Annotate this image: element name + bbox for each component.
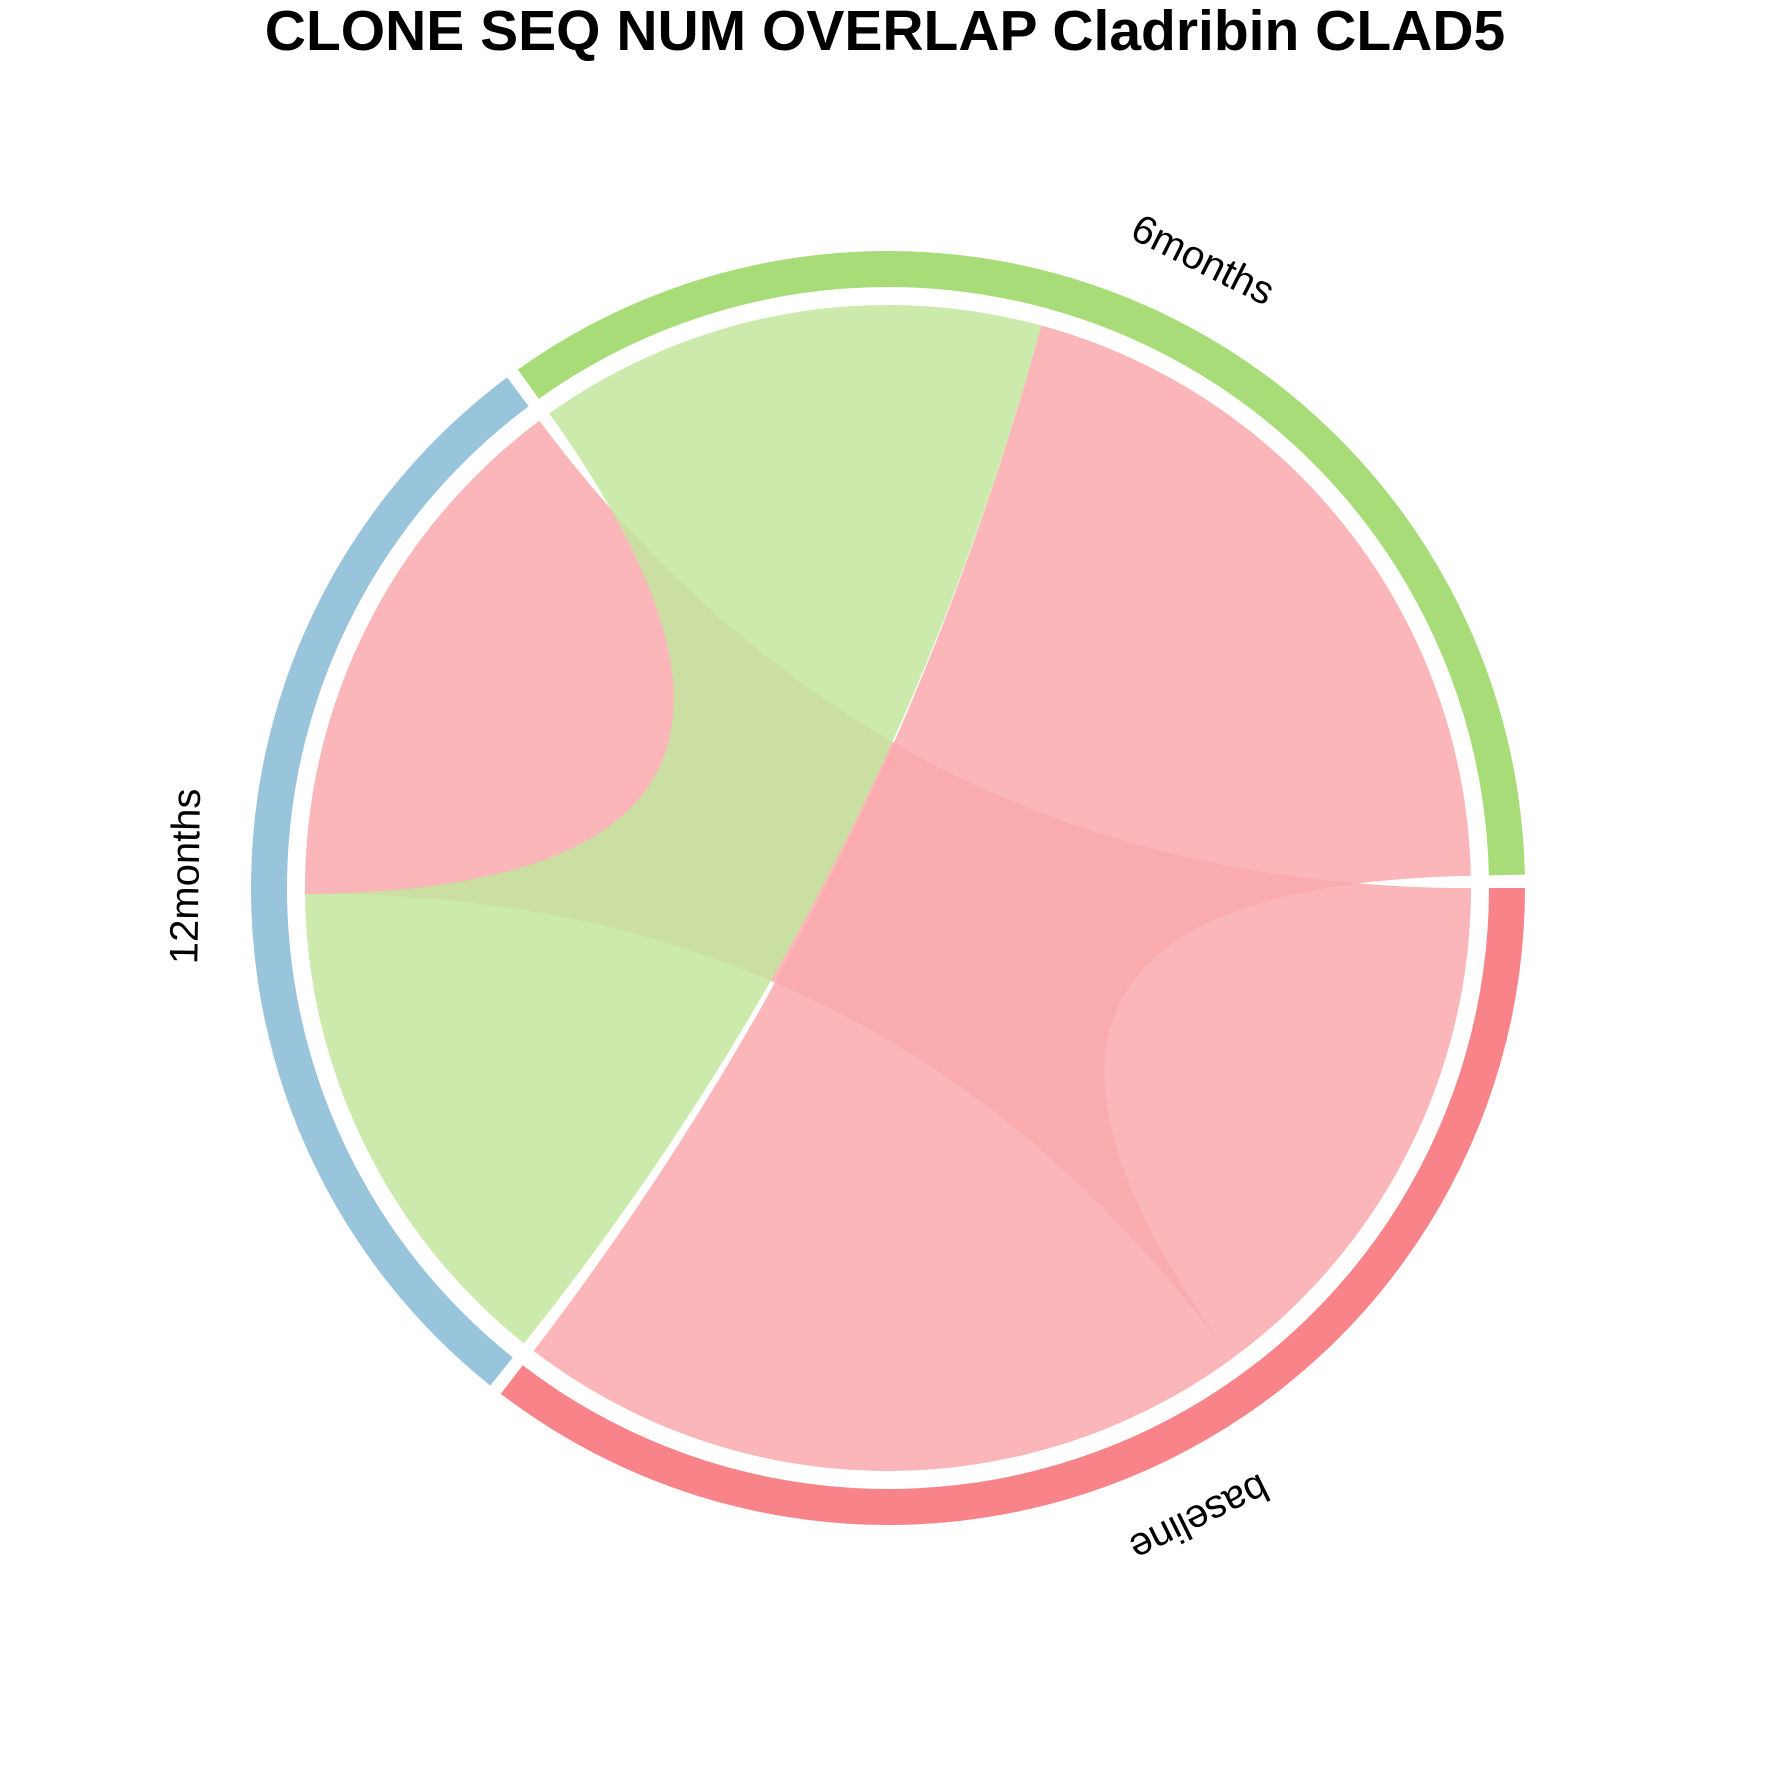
sector-arc-6months: [517, 251, 1525, 876]
link-baseline-6months: [533, 325, 1471, 1471]
sector-label-6months: 6months: [1124, 206, 1281, 314]
sector-label-baseline: baseline: [1122, 1465, 1275, 1570]
sector-arc-baseline: [500, 888, 1525, 1526]
chart-title: CLONE SEQ NUM OVERLAP Cladribin CLAD5: [265, 0, 1505, 63]
chord-links: [305, 305, 1471, 1471]
chord-sectors: [250, 251, 1525, 1526]
sector-arc-12months: [250, 377, 529, 1386]
link-6months-12months: [305, 305, 1042, 1344]
sector-label-12months: 12months: [162, 788, 209, 964]
